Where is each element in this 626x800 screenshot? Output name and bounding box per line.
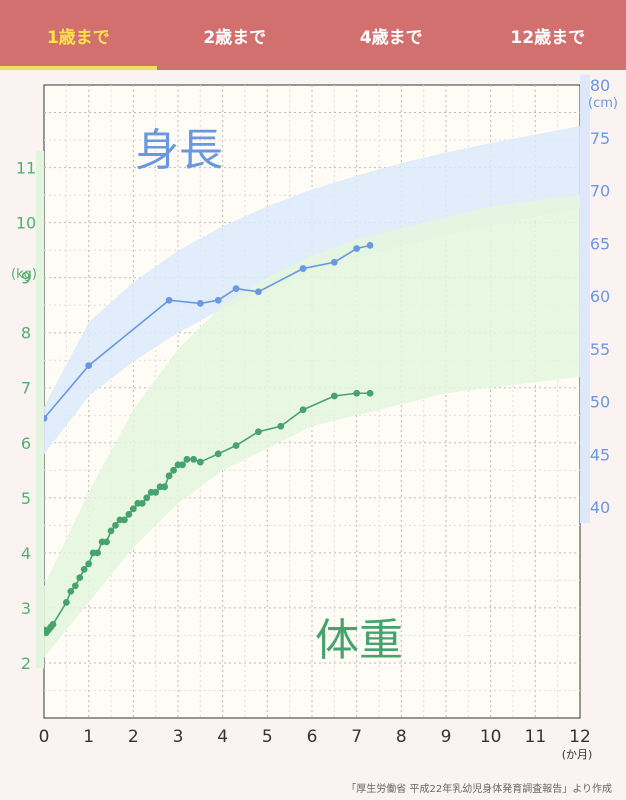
weight-tick-label: 6 — [21, 434, 31, 453]
weight-series-label: 体重 — [315, 615, 403, 666]
weight-point — [67, 588, 75, 595]
weight-tick-label: 2 — [21, 654, 31, 673]
growth-chart: 0 1 2 3 4 5 6 7 8 9 10 11 12(か月)234567891011(kg)4045… — [11, 74, 618, 761]
x-tick-label: 2 — [128, 727, 139, 747]
weight-point — [152, 488, 160, 496]
age-range-tabs: 1歳まで 2歳まで 4歳まで 12歳まで — [0, 0, 626, 70]
x-tick-label: 4 — [217, 727, 228, 747]
height-tick-label: 60 — [590, 287, 610, 306]
weight-tick-label: 10 — [16, 214, 36, 233]
height-point — [299, 265, 307, 272]
height-tick-label: 50 — [590, 393, 610, 412]
x-tick-label: 5 — [262, 727, 273, 747]
weight-point — [62, 599, 70, 606]
weight-tick-label: 4 — [21, 544, 31, 563]
weight-point — [138, 499, 146, 507]
weight-point — [232, 442, 240, 449]
weight-percentile-band — [44, 195, 580, 658]
height-point — [366, 241, 374, 249]
x-tick-label: 12 — [569, 727, 591, 747]
weight-point — [299, 406, 307, 414]
height-point — [214, 296, 222, 304]
weight-point — [366, 389, 374, 397]
weight-point — [94, 549, 101, 557]
weight-point — [353, 389, 361, 397]
x-tick-label: 11 — [525, 727, 547, 747]
height-point — [353, 245, 361, 252]
x-tick-label: 7 — [351, 727, 362, 747]
weight-point — [80, 565, 88, 573]
weight-point — [170, 466, 177, 474]
height-point — [85, 362, 93, 370]
weight-point — [125, 510, 133, 518]
x-tick-label: 9 — [441, 727, 452, 747]
weight-point — [196, 458, 204, 466]
weight-point — [183, 455, 191, 463]
source-note: 「厚生労働省 平成22年乳幼児身体発育調査報告」より作成 — [346, 784, 612, 795]
height-percentile-band — [44, 126, 580, 455]
weight-point — [190, 455, 198, 463]
height-tick-label: 65 — [590, 234, 610, 253]
chart-axes: 0 1 2 3 4 5 6 7 8 9 10 11 12(か月)234567891011(kg)4045… — [11, 74, 618, 761]
growth-lines — [40, 241, 374, 637]
height-series-label: 身長 — [135, 125, 223, 176]
weight-point — [143, 494, 151, 502]
height-tick-label: 55 — [590, 340, 610, 359]
weight-point — [161, 483, 169, 491]
weight-axis-unit: (kg) — [11, 267, 37, 282]
height-tick-label: 45 — [590, 445, 610, 464]
weight-point — [49, 621, 57, 628]
weight-point — [112, 521, 119, 529]
weight-tick-label: 9 — [21, 269, 31, 288]
x-tick-label: 6 — [307, 727, 318, 747]
weight-point — [76, 574, 84, 582]
weight-point — [107, 527, 115, 535]
height-axis-strip — [580, 74, 590, 523]
tab-1-year[interactable]: 1歳まで — [0, 0, 157, 70]
x-tick-label: 0 — [39, 727, 50, 747]
height-tick-label: 75 — [590, 129, 610, 148]
weight-tick-label: 11 — [16, 159, 36, 178]
height-point — [232, 285, 240, 293]
x-tick-label: 3 — [173, 727, 184, 747]
weight-point — [165, 472, 173, 480]
height-point — [196, 299, 204, 307]
height-point — [165, 296, 173, 304]
height-point — [255, 288, 262, 296]
x-tick-label: 1 — [83, 727, 94, 747]
height-point — [330, 258, 338, 266]
weight-tick-label: 7 — [21, 379, 31, 398]
weight-point — [277, 422, 285, 430]
weight-axis-strip — [36, 151, 44, 669]
x-axis-unit: (か月) — [562, 748, 593, 761]
weight-tick-label: 8 — [21, 324, 31, 343]
weight-point — [71, 582, 79, 590]
weight-point — [255, 428, 262, 436]
weight-point — [214, 450, 222, 458]
weight-tick-label: 5 — [21, 489, 31, 508]
weight-point — [330, 392, 338, 400]
height-tick-label: 40 — [590, 498, 610, 517]
weight-point — [85, 560, 93, 568]
weight-point — [121, 516, 128, 524]
height-axis-unit: (cm) — [588, 96, 618, 111]
height-tick-label: 70 — [590, 182, 610, 201]
height-tick-label: 80 — [590, 76, 610, 95]
tab-12-years[interactable]: 12歳まで — [510, 27, 586, 48]
weight-point — [103, 538, 110, 546]
x-tick-label: 8 — [396, 727, 407, 747]
x-tick-label: 10 — [480, 727, 502, 747]
tab-4-years[interactable]: 4歳まで — [359, 27, 423, 48]
growth-bands — [44, 126, 580, 658]
weight-point — [179, 461, 186, 469]
weight-tick-label: 3 — [21, 599, 31, 618]
weight-point — [129, 505, 137, 513]
tab-2-years[interactable]: 2歳まで — [203, 27, 267, 48]
